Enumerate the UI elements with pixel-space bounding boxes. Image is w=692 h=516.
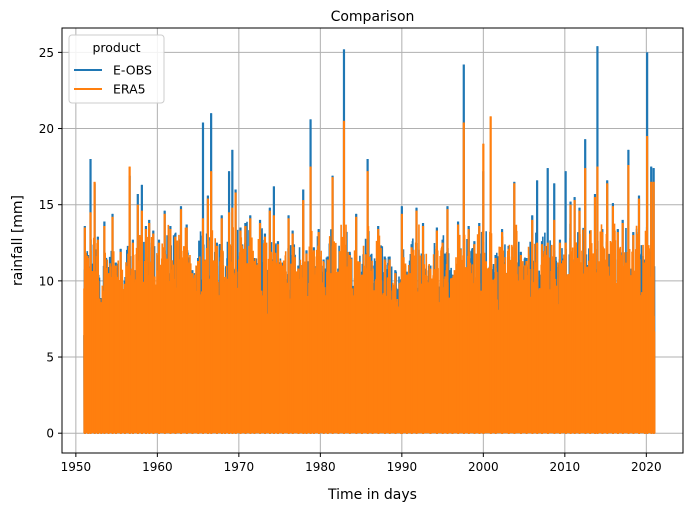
legend-label-e-obs: E-OBS <box>113 63 152 78</box>
chart-title: Comparison <box>331 9 415 25</box>
x-tick-label: 1990 <box>387 460 418 474</box>
x-tick-label: 1960 <box>142 460 173 474</box>
x-tick-label: 1980 <box>305 460 336 474</box>
x-axis-label: Time in days <box>327 487 417 503</box>
y-axis-label: rainfall [mm] <box>10 195 26 286</box>
y-tick-label: 25 <box>39 46 54 60</box>
x-tick-label: 1970 <box>224 460 255 474</box>
legend-label-era5: ERA5 <box>113 82 146 97</box>
y-tick-label: 20 <box>39 122 54 136</box>
legend-title: product <box>92 40 140 55</box>
series-layer <box>83 46 656 434</box>
x-tick-label: 2020 <box>631 460 662 474</box>
legend: product E-OBS ERA5 <box>68 34 165 104</box>
plot-frame <box>61 27 684 454</box>
legend-box <box>68 34 165 104</box>
axis-ticks: 1950 1960 1970 1980 1990 2000 2010 2020 0 5 10 15 20… <box>39 46 662 474</box>
y-tick-label: 15 <box>39 198 54 212</box>
x-tick-label: 1950 <box>61 460 92 474</box>
y-tick-label: 0 <box>46 427 54 441</box>
x-tick-label: 2010 <box>550 460 581 474</box>
y-tick-label: 10 <box>39 274 54 288</box>
x-tick-label: 2000 <box>468 460 499 474</box>
y-tick-label: 5 <box>46 351 54 365</box>
